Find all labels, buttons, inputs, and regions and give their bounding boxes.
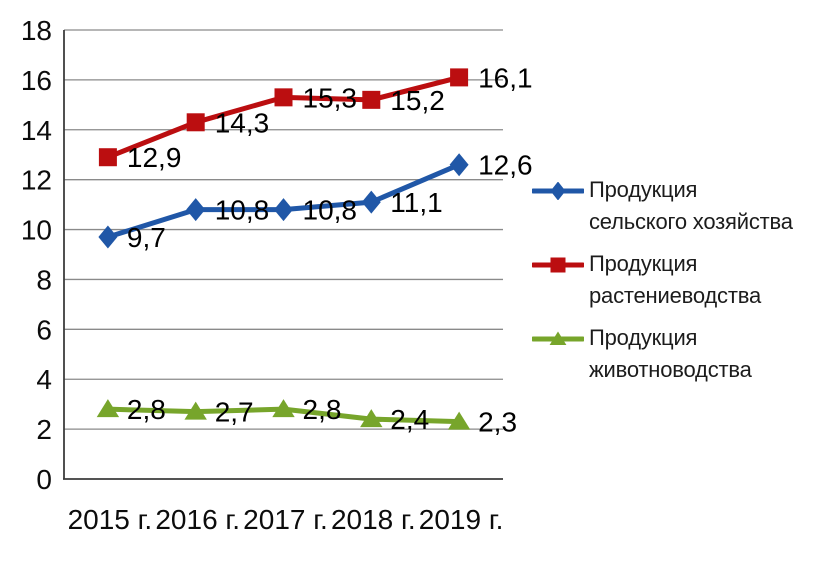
triangle-marker-icon <box>447 411 471 430</box>
x-tick-label: 2016 г. <box>155 504 240 535</box>
data-label: 2,4 <box>390 404 429 435</box>
y-tick-label: 14 <box>21 115 52 146</box>
square-marker-icon <box>362 90 381 109</box>
data-label: 2,3 <box>478 407 517 438</box>
legend-item: Продукция сельского хозяйства <box>532 174 801 238</box>
data-label: 2,8 <box>127 394 166 425</box>
data-label: 12,6 <box>478 150 532 181</box>
x-tick-label: 2019 г. <box>419 504 504 535</box>
legend-item: Продукция животноводства <box>532 322 801 386</box>
y-tick-label: 8 <box>36 264 52 295</box>
diamond-marker-icon <box>98 225 118 249</box>
legend-item: Продукция растениеводства <box>532 248 801 312</box>
data-label: 10,8 <box>303 195 358 226</box>
data-label: 10,8 <box>215 195 270 226</box>
data-label: 14,3 <box>215 107 270 138</box>
data-label: 12,9 <box>127 142 181 173</box>
y-tick-label: 2 <box>36 414 52 445</box>
triangle-marker-icon <box>360 409 383 428</box>
triangle-marker-icon <box>549 331 567 345</box>
y-tick-label: 18 <box>21 15 52 46</box>
x-tick-label: 2015 г. <box>68 504 153 535</box>
legend-marker-diamond-icon <box>532 182 584 200</box>
y-tick-label: 0 <box>36 464 52 495</box>
y-tick-label: 6 <box>36 314 52 345</box>
data-label: 9,7 <box>127 222 166 253</box>
square-marker-icon <box>450 68 469 87</box>
square-marker-icon <box>98 148 117 167</box>
square-marker-icon <box>274 88 293 107</box>
legend-label: Продукция сельского хозяйства <box>589 177 793 234</box>
y-tick-label: 12 <box>21 165 52 196</box>
diamond-marker-icon <box>449 153 469 177</box>
data-label: 2,7 <box>215 397 254 428</box>
square-marker-icon <box>550 257 566 273</box>
legend-marker-square-icon <box>532 257 584 273</box>
triangle-marker-icon <box>184 401 207 420</box>
legend-marker-triangle-icon <box>532 331 584 345</box>
data-label: 16,1 <box>478 62 532 93</box>
diamond-marker-icon <box>186 198 206 222</box>
y-tick-label: 10 <box>21 215 52 246</box>
data-label: 11,1 <box>390 187 442 218</box>
y-tick-label: 16 <box>21 65 52 96</box>
diamond-marker-icon <box>361 190 381 214</box>
y-tick-label: 4 <box>36 364 52 395</box>
legend-label: Продукция животноводства <box>589 325 752 382</box>
x-tick-label: 2017 г. <box>243 504 328 535</box>
x-tick-label: 2018 г. <box>331 504 416 535</box>
data-label: 15,2 <box>390 85 445 116</box>
legend: Продукция сельского хозяйства Продукция … <box>532 174 801 386</box>
diamond-marker-icon <box>274 198 293 222</box>
triangle-marker-icon <box>272 399 295 418</box>
triangle-marker-icon <box>96 399 120 418</box>
diamond-marker-icon <box>550 182 566 200</box>
data-label: 2,8 <box>303 394 342 425</box>
square-marker-icon <box>186 113 205 132</box>
legend-label: Продукция растениеводства <box>589 251 761 308</box>
data-label: 15,3 <box>303 82 358 113</box>
